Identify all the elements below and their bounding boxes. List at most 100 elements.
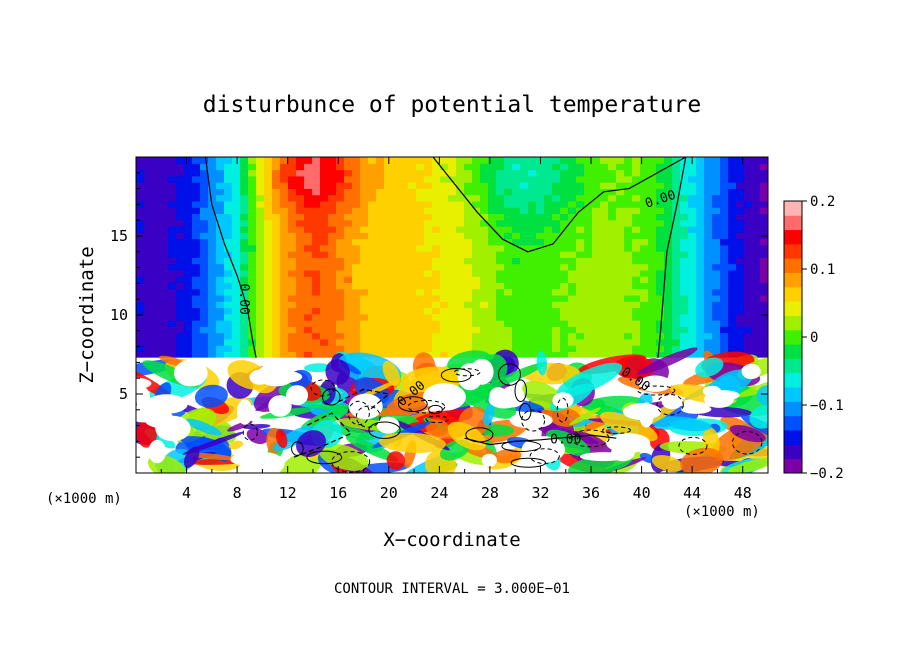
heatmap-cell xyxy=(520,263,529,271)
heatmap-cell xyxy=(600,157,609,164)
heatmap-cell xyxy=(504,326,513,334)
heatmap-cell xyxy=(248,175,257,183)
heatmap-cell xyxy=(624,225,633,233)
heatmap-cell xyxy=(616,288,625,296)
heatmap-cell xyxy=(216,257,225,265)
heatmap-cell xyxy=(752,175,761,183)
heatmap-cell xyxy=(584,157,593,164)
heatmap-cell xyxy=(160,307,169,315)
heatmap-cell xyxy=(440,345,449,352)
heatmap-cell xyxy=(608,282,617,290)
heatmap-cell xyxy=(560,276,569,284)
x-unit-left: (×1000 m) xyxy=(46,491,122,507)
heatmap-cell xyxy=(232,351,241,359)
heatmap-cell xyxy=(760,175,768,183)
heatmap-cell xyxy=(264,238,273,246)
heatmap-cell xyxy=(600,200,609,208)
heatmap-cell xyxy=(472,213,481,221)
heatmap-cell xyxy=(720,320,729,327)
heatmap-cell xyxy=(752,200,761,208)
heatmap-cell xyxy=(640,326,649,334)
heatmap-cell xyxy=(416,313,425,321)
eddy-core xyxy=(509,412,553,429)
heatmap-cell xyxy=(552,194,561,202)
heatmap-cell xyxy=(352,244,361,252)
heatmap-cell xyxy=(536,345,545,352)
heatmap-cell xyxy=(432,251,441,258)
heatmap-cell xyxy=(224,200,233,208)
heatmap-cell xyxy=(504,244,513,252)
heatmap-cell xyxy=(624,163,633,171)
turbulent-cell xyxy=(536,351,548,376)
heatmap-cell xyxy=(312,213,321,221)
heatmap-cell xyxy=(728,276,737,284)
heatmap-cell xyxy=(408,157,417,164)
heatmap-cell xyxy=(504,288,513,296)
heatmap-cell xyxy=(248,313,257,321)
heatmap-cell xyxy=(384,345,393,352)
heatmap-cell xyxy=(208,175,217,183)
heatmap-cell xyxy=(152,219,161,227)
heatmap-cell xyxy=(640,169,649,177)
heatmap-cell xyxy=(184,351,193,359)
heatmap-cell xyxy=(472,163,481,171)
heatmap-cell xyxy=(312,169,321,177)
heatmap-cell xyxy=(384,251,393,258)
heatmap-cell xyxy=(296,276,305,284)
heatmap-cell xyxy=(272,169,281,177)
heatmap-cell xyxy=(344,182,353,189)
contour-line xyxy=(355,405,381,428)
heatmap-cell xyxy=(264,351,273,359)
heatmap-cell xyxy=(136,282,145,290)
heatmap-cell xyxy=(152,338,161,346)
heatmap-cell xyxy=(744,276,753,284)
heatmap-cell xyxy=(520,269,529,277)
heatmap-cell xyxy=(720,207,729,215)
heatmap-cell xyxy=(240,269,249,277)
heatmap-cell xyxy=(440,163,449,171)
heatmap-cell xyxy=(496,326,505,334)
heatmap-cell xyxy=(760,182,768,189)
heatmap-cell xyxy=(344,225,353,233)
heatmap-cell xyxy=(624,175,633,183)
heatmap-cell xyxy=(392,294,401,302)
heatmap-cell xyxy=(568,294,577,302)
heatmap-cell xyxy=(552,188,561,196)
heatmap-cell xyxy=(712,244,721,252)
heatmap-cell xyxy=(520,294,529,302)
heatmap-cell xyxy=(560,175,569,183)
heatmap-cell xyxy=(296,257,305,265)
heatmap-cell xyxy=(144,238,153,246)
heatmap-cell xyxy=(648,213,657,221)
heatmap-cell xyxy=(520,163,529,171)
heatmap-cell xyxy=(608,263,617,271)
heatmap-cell xyxy=(416,301,425,309)
heatmap-cell xyxy=(728,163,737,171)
heatmap-cell xyxy=(544,225,553,233)
heatmap-cell xyxy=(480,175,489,183)
heatmap-cell xyxy=(552,320,561,327)
heatmap-cell xyxy=(672,213,681,221)
heatmap-cell xyxy=(256,301,265,309)
heatmap-cell xyxy=(456,276,465,284)
heatmap-cell xyxy=(712,213,721,221)
heatmap-cell xyxy=(160,182,169,189)
heatmap-cell xyxy=(528,188,537,196)
heatmap-cell xyxy=(600,345,609,352)
heatmap-cell xyxy=(376,219,385,227)
heatmap-cell xyxy=(520,338,529,346)
heatmap-cell xyxy=(712,338,721,346)
heatmap-cell xyxy=(544,169,553,177)
heatmap-cell xyxy=(664,338,673,346)
heatmap-cell xyxy=(136,213,145,221)
heatmap-cell xyxy=(744,169,753,177)
heatmap-cell xyxy=(672,345,681,352)
colorbar-swatch xyxy=(784,415,802,431)
heatmap-cell xyxy=(616,194,625,202)
heatmap-cell xyxy=(232,307,241,315)
heatmap-cell xyxy=(464,188,473,196)
heatmap-cell xyxy=(248,338,257,346)
contour-line xyxy=(529,448,560,465)
heatmap-cell xyxy=(200,163,209,171)
heatmap-cell xyxy=(280,194,289,202)
